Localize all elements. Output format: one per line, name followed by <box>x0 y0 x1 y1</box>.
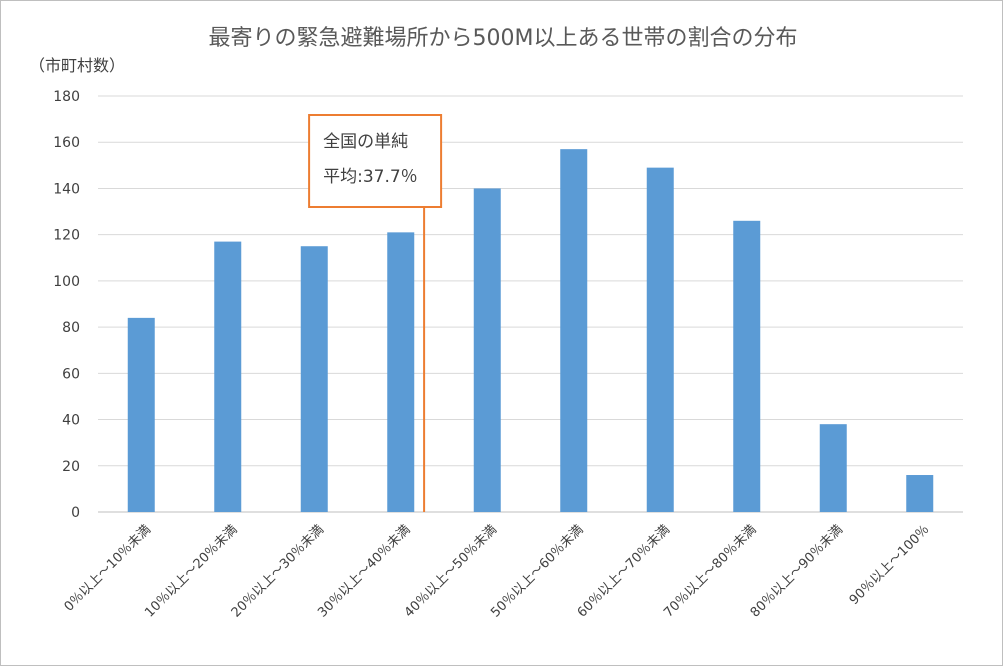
y-tick-label: 40 <box>62 413 80 429</box>
y-tick-label: 140 <box>53 181 80 197</box>
x-tick-label: 10％以上～20％未満 <box>142 522 240 620</box>
average-callout-box <box>308 114 443 208</box>
x-tick-label: 0％以上～10％未満 <box>62 522 155 615</box>
x-tick-label: 60％以上～70％未満 <box>575 522 673 620</box>
y-tick-label: 20 <box>62 459 80 475</box>
average-callout-line1: 全国の単純 <box>323 132 408 152</box>
average-callout-line2: 平均:37.7％ <box>323 167 418 187</box>
bar <box>733 220 761 513</box>
y-tick-label: 0 <box>71 505 80 521</box>
bar <box>646 167 674 512</box>
bar <box>906 475 934 512</box>
x-tick-label: 30％以上～40％未満 <box>315 522 413 620</box>
bar <box>560 149 588 512</box>
x-tick-label: 40％以上～50％未満 <box>402 522 500 620</box>
y-tick-label: 60 <box>62 366 80 382</box>
x-tick-label: 20％以上～30％未満 <box>229 522 327 620</box>
x-axis-ticks: 0％以上～10％未満10％以上～20％未満20％以上～30％未満30％以上～40… <box>62 522 933 620</box>
y-axis-ticks: 0 20 40 60 80 100 120 140 160 180 <box>53 89 80 521</box>
x-tick-label: 50％以上～60％未満 <box>488 522 586 620</box>
bar <box>473 188 501 512</box>
bar <box>300 246 328 512</box>
bar <box>214 241 242 512</box>
y-tick-label: 100 <box>53 274 80 290</box>
y-tick-label: 120 <box>53 228 80 244</box>
chart-title: 最寄りの緊急避難場所から500M以上ある世帯の割合の分布 <box>209 26 798 51</box>
y-axis-label: （市町村数） <box>29 56 125 75</box>
x-tick-label: 80％以上～90％未満 <box>748 522 846 620</box>
bar <box>387 232 415 512</box>
x-tick-label: 90％以上～100％ <box>847 522 933 608</box>
y-tick-label: 180 <box>53 89 80 105</box>
bar <box>127 317 155 512</box>
y-tick-label: 160 <box>53 135 80 151</box>
bars <box>127 149 934 513</box>
y-tick-label: 80 <box>62 320 80 336</box>
x-tick-label: 70％以上～80％未満 <box>661 522 759 620</box>
bar <box>819 424 847 512</box>
gridlines <box>98 95 963 513</box>
average-annotation: 全国の単純 平均:37.7％ <box>308 114 443 512</box>
